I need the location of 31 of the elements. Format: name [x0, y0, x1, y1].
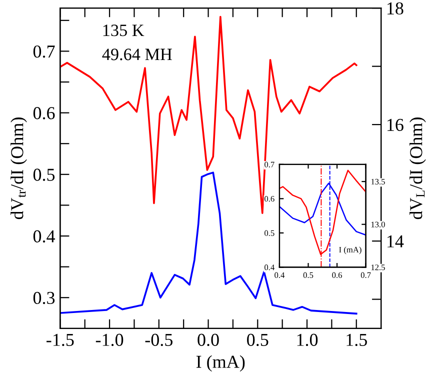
- y-tick-label: 0.7: [33, 45, 55, 58]
- x-tick-label: 0.4: [274, 272, 285, 278]
- x-tick-label: 1.5: [346, 334, 367, 346]
- y2-tick-label: 18: [388, 2, 404, 15]
- x-tick-label: 0.7: [360, 272, 371, 278]
- annotation: 135 K: [103, 24, 144, 36]
- y-tick-label: 0.4: [264, 264, 274, 270]
- y-tick-label: 0.5: [264, 230, 274, 236]
- y-tick-label: 0.3: [33, 292, 55, 304]
- y2-tick-label: 14: [388, 235, 404, 248]
- x-tick-label: 0.6: [332, 272, 342, 278]
- x-tick-label: 0.0: [198, 334, 219, 346]
- y-tick-label: 0.6: [33, 107, 55, 120]
- x-tick-label: 0.5: [303, 272, 314, 278]
- y-tick-label: 0.5: [33, 168, 55, 181]
- x-tick-label: -1.0: [96, 334, 124, 346]
- x-axis-title: I (mA): [196, 355, 245, 372]
- x-tick-label: -0.5: [145, 334, 172, 346]
- x-tick-label: 1.0: [297, 334, 318, 346]
- y2-tick-label: 12.5: [371, 264, 385, 270]
- y2-tick-label: 13.5: [371, 178, 385, 185]
- y-tick-label: 0.4: [33, 230, 56, 243]
- y-tick-label: 0.7: [264, 162, 274, 168]
- x-axis-title: I (mA): [339, 246, 362, 254]
- y-tick-label: 0.6: [264, 196, 274, 202]
- x-tick-label: -1.5: [46, 334, 74, 346]
- annotation: 49.64 MH: [102, 48, 172, 60]
- y2-axis-title: dV$_{L}$/dI (Ohm): [410, 118, 426, 220]
- y2-tick-label: 13.0: [371, 222, 385, 228]
- y2-tick-label: 16: [388, 118, 404, 132]
- y-axis-title: dV$_{tr}$/dI (Ohm): [10, 118, 27, 220]
